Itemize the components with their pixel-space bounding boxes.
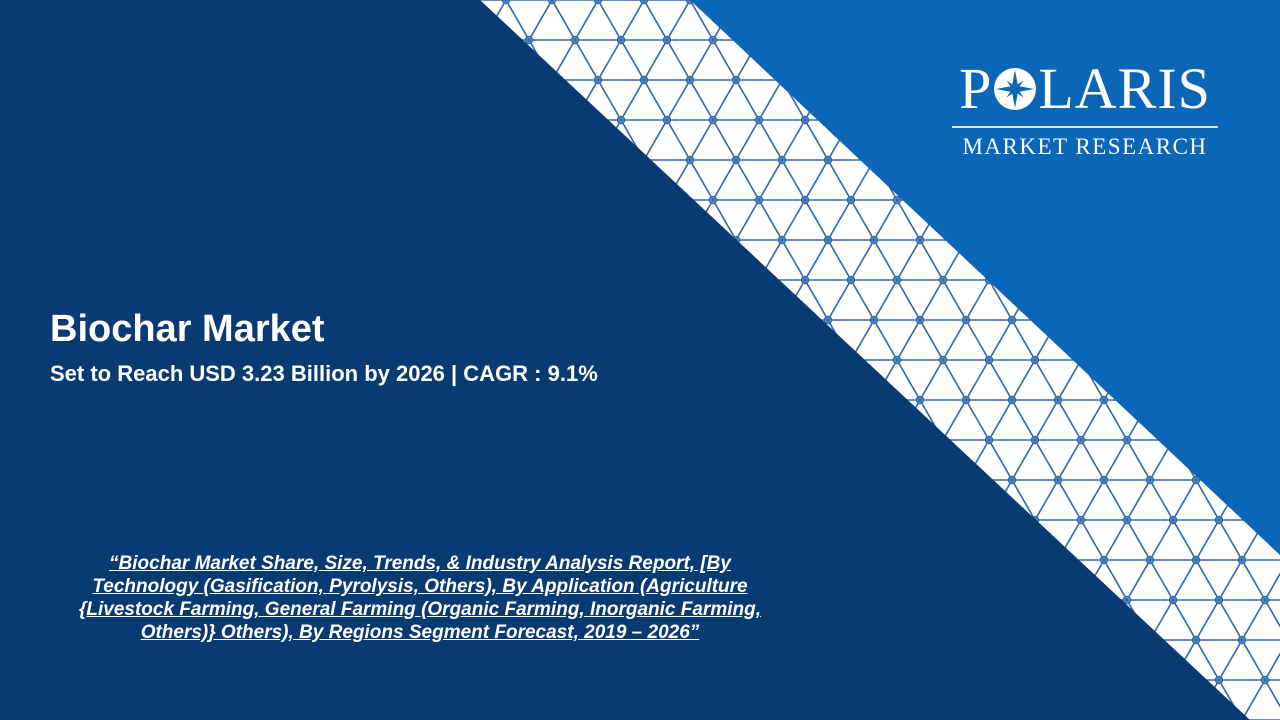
logo-letter: P [959,56,993,121]
logo-divider [952,126,1218,128]
compass-star-icon [994,68,1037,110]
logo-subtitle: MARKET RESEARCH [962,134,1208,159]
page-title: Biochar Market [50,308,325,350]
logo-wordmark: P LARIS [952,58,1218,120]
logo-letters: LARIS [1038,56,1211,121]
polaris-logo: P LARIS MARKET RESEARCH [952,58,1218,160]
report-title-link[interactable]: “Biochar Market Share, Size, Trends, & I… [78,553,762,643]
headline-subtitle: Set to Reach USD 3.23 Billion by 2026 | … [50,361,598,386]
lattice-band [480,0,1280,720]
